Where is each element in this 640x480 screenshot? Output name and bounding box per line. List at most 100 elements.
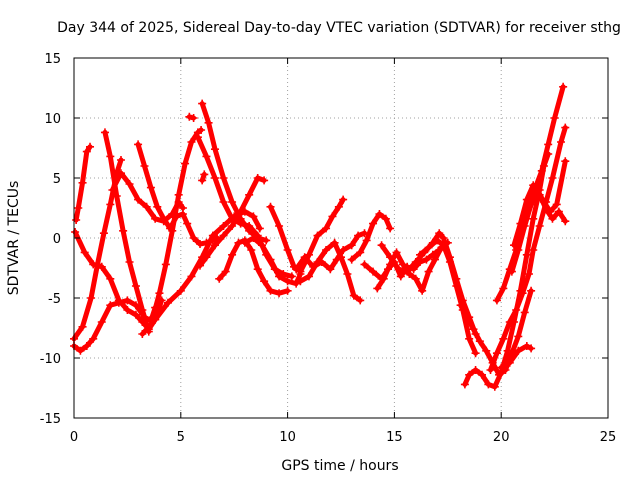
data-point-marker [72,216,81,224]
data-point-marker [146,183,155,192]
data-point-marker [114,296,123,305]
data-point-marker [411,274,420,283]
data-point-marker [554,207,563,216]
data-point-marker [266,286,275,295]
data-point-marker [433,236,442,245]
data-point-marker [561,123,570,132]
data-point-marker [106,200,115,209]
data-point-marker [249,234,258,242]
data-point-marker [360,260,369,269]
data-point-marker [337,253,345,262]
series-arc-22 [374,240,451,294]
data-point-marker [287,272,296,281]
data-point-marker [469,325,478,334]
tick-labels: 0 5 10 15 20 25 -15 -10 -5 0 5 10 15 [40,52,617,445]
data-point-marker [552,200,561,209]
data-point-marker [354,231,363,240]
data-point-marker [97,318,106,326]
data-point-marker [74,204,83,212]
data-point-marker [304,250,313,259]
data-point-marker [477,370,486,379]
data-point-marker [482,346,491,355]
data-point-marker [260,277,269,286]
y-tick-label: -5 [48,292,61,307]
data-point-marker [375,210,384,218]
data-point-marker [153,202,162,211]
data-point-marker [255,224,264,233]
data-point-marker [439,241,448,250]
data-point-marker [369,219,378,228]
data-point-marker [559,82,568,91]
data-point-marker [123,306,132,314]
data-point-marker [196,261,205,270]
data-point-marker [108,186,117,194]
data-point-marker [76,346,85,355]
data-point-marker [465,370,474,379]
data-point-marker [322,224,331,233]
data-point-marker [200,170,209,179]
data-point-marker [522,195,531,204]
data-point-marker [304,272,313,281]
data-point-marker [125,258,134,266]
y-tick-label: 15 [44,52,61,67]
data-point-marker [176,286,185,295]
data-point-marker [394,265,403,274]
data-point-marker [546,207,555,216]
data-point-marker [535,222,544,230]
data-point-marker [328,212,337,221]
data-point-marker [418,286,427,295]
data-point-marker [313,258,322,266]
data-point-marker [189,114,198,122]
data-point-marker [537,166,546,175]
data-point-marker [349,291,358,300]
data-point-marker [392,248,401,257]
data-point-marker [134,140,143,149]
data-point-marker [561,157,570,166]
data-point-marker [499,334,508,343]
data-point-marker [356,248,365,257]
data-point-marker [514,346,523,355]
data-point-marker [253,174,262,182]
data-point-marker [159,214,168,223]
data-point-marker [539,198,548,206]
data-point-marker [520,222,529,230]
data-point-marker [424,243,433,252]
data-point-marker [292,279,301,288]
data-point-marker [219,198,228,206]
data-point-marker [326,265,335,274]
data-point-marker [80,248,89,257]
data-point-marker [185,112,194,121]
data-point-marker [198,99,207,108]
x-axis-label: GPS time / hours [281,458,398,474]
data-point-marker [471,349,480,358]
data-point-marker [544,140,553,149]
data-point-marker [422,255,431,264]
data-point-marker [210,241,219,250]
data-point-marker [379,274,388,283]
data-point-marker [142,202,151,211]
data-point-marker [89,334,98,343]
data-point-marker [197,126,206,134]
x-tick-label: 15 [386,430,403,445]
data-point-marker [416,250,425,259]
data-point-marker [452,282,461,290]
data-point-marker [266,255,275,264]
y-tick-label: -10 [40,352,61,367]
data-point-marker [510,241,519,250]
data-point-marker [257,241,266,250]
data-point-marker [183,219,192,228]
data-point-marker [253,231,262,240]
x-tick-label: 10 [279,430,296,445]
data-point-marker [550,114,559,122]
data-point-marker [210,145,219,154]
data-point-marker [168,226,177,235]
data-point-marker [181,159,190,168]
data-point-marker [486,366,495,374]
data-point-marker [210,174,219,182]
data-point-marker [283,286,292,295]
data-point-marker [533,186,542,194]
y-tick-label: -15 [40,412,61,427]
data-point-marker [386,224,395,233]
data-point-marker [275,289,284,298]
